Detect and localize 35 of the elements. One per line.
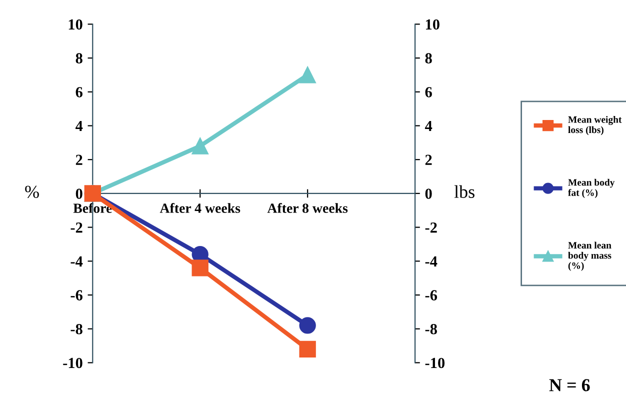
point <box>299 66 316 84</box>
y2-tick-label: -10 <box>425 358 445 368</box>
point <box>299 340 316 358</box>
y2-tick-label: -4 <box>425 256 438 266</box>
legend-label: Mean weight loss (lbs) <box>568 116 622 136</box>
y2-tick-label: 0 <box>425 188 432 199</box>
y2-tick-label: -8 <box>425 324 437 334</box>
y2-tick-label: 2 <box>425 154 432 165</box>
y2-tick-label: -6 <box>425 290 438 300</box>
point <box>299 317 316 334</box>
y-tick-label: 6 <box>76 87 82 98</box>
y-tick-label: -2 <box>70 222 82 233</box>
y-tick-label: -10 <box>63 358 82 368</box>
x-tick-label: After 4 weeks <box>160 203 240 213</box>
x-tick-label: After 8 weeks <box>267 203 348 213</box>
y-tick-label: 2 <box>76 154 82 165</box>
legend-label: Mean lean body mass (%) <box>568 242 612 271</box>
y-tick-label: 10 <box>68 19 82 30</box>
y2-tick-label: 10 <box>426 19 440 30</box>
y-tick-label: 4 <box>75 120 83 132</box>
text: N = 6 <box>549 379 590 392</box>
y2-tick-label: -2 <box>425 222 437 233</box>
point <box>192 260 208 276</box>
y2-tick-label: 6 <box>425 87 432 98</box>
y-tick-label: -6 <box>70 290 82 300</box>
legend-label: Mean body fat (%) <box>568 178 615 198</box>
y2-axis-title: lbs <box>454 185 474 198</box>
y-tick-label: 0 <box>76 188 82 199</box>
y-tick-label: 8 <box>76 53 82 64</box>
y2-tick-label: 8 <box>425 53 432 64</box>
y2-tick-label: 4 <box>424 120 432 132</box>
y-tick-label: -8 <box>70 324 82 334</box>
point <box>192 138 208 154</box>
y-tick-label: -4 <box>70 256 83 266</box>
y-axis-title: % <box>25 186 39 198</box>
